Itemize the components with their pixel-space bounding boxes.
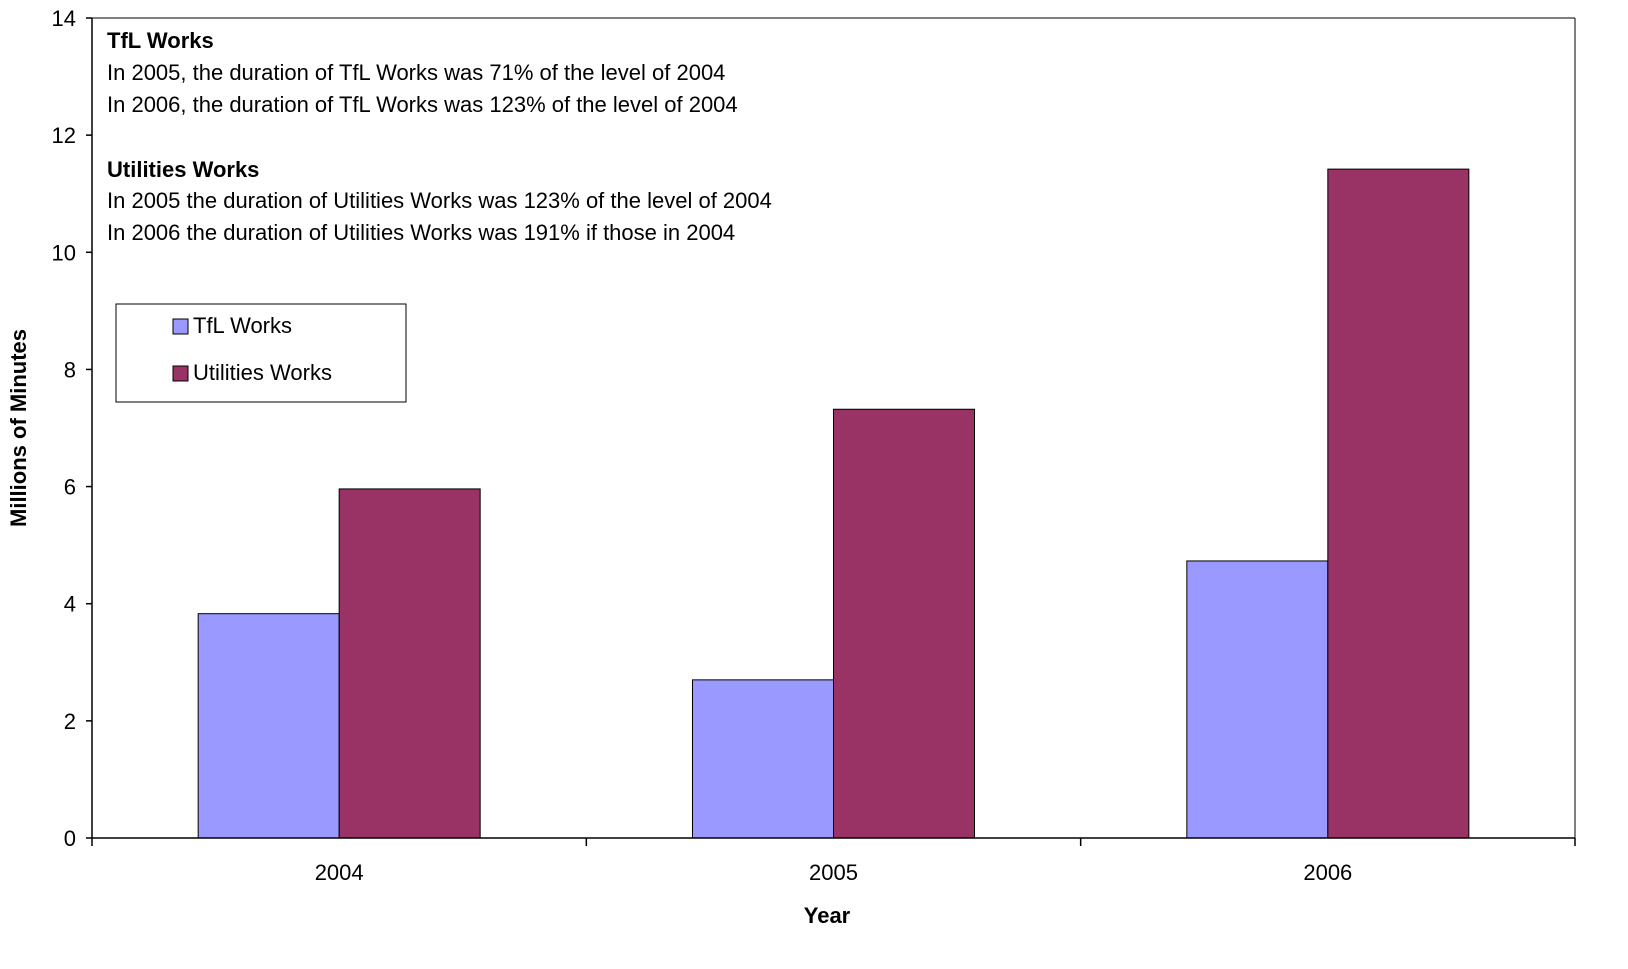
legend: TfL Works Utilities Works <box>115 303 407 403</box>
x-axis-ticks: 2004 2005 2006 <box>91 838 1576 885</box>
bars-layer <box>197 168 1470 839</box>
bar-utilities-2004 <box>338 488 481 839</box>
bar-utilities-2006 <box>1327 168 1470 839</box>
y-tick-label: 4 <box>64 592 76 617</box>
legend-box <box>115 303 407 403</box>
y-tick-label: 10 <box>52 240 76 265</box>
legend-swatch-utilities <box>172 365 189 382</box>
annotation-block: TfL Works In 2005, the duration of TfL W… <box>107 28 772 245</box>
y-tick-label: 12 <box>52 123 76 148</box>
y-tick-label: 6 <box>64 475 76 500</box>
legend-label-utilities: Utilities Works <box>193 360 332 385</box>
y-axis-ticks: 0 2 4 6 8 10 12 14 <box>52 6 92 851</box>
bar-tfl-2004 <box>197 613 340 839</box>
bar-tfl-2006 <box>1186 560 1329 839</box>
y-tick-label: 2 <box>64 709 76 734</box>
y-tick-label: 14 <box>52 6 76 31</box>
y-tick-label: 8 <box>64 357 76 382</box>
x-tick-label: 2006 <box>1303 860 1352 885</box>
y-axis-title: Millions of Minutes <box>6 329 31 527</box>
x-tick-label: 2004 <box>315 860 364 885</box>
annotation-tfl-line-2: In 2006, the duration of TfL Works was 1… <box>107 92 738 117</box>
y-tick-label: 0 <box>64 826 76 851</box>
annotation-utilities-line-2: In 2006 the duration of Utilities Works … <box>107 220 735 245</box>
x-axis-title: Year <box>804 903 851 928</box>
bar-utilities-2005 <box>833 408 975 839</box>
x-tick-label: 2005 <box>809 860 858 885</box>
annotation-utilities-heading: Utilities Works <box>107 157 259 182</box>
legend-label-tfl: TfL Works <box>193 313 292 338</box>
annotation-tfl-heading: TfL Works <box>107 28 214 53</box>
annotation-tfl-line-1: In 2005, the duration of TfL Works was 7… <box>107 60 725 85</box>
annotation-utilities-line-1: In 2005 the duration of Utilities Works … <box>107 188 772 213</box>
legend-swatch-tfl <box>172 318 189 335</box>
bar-tfl-2005 <box>692 679 834 839</box>
